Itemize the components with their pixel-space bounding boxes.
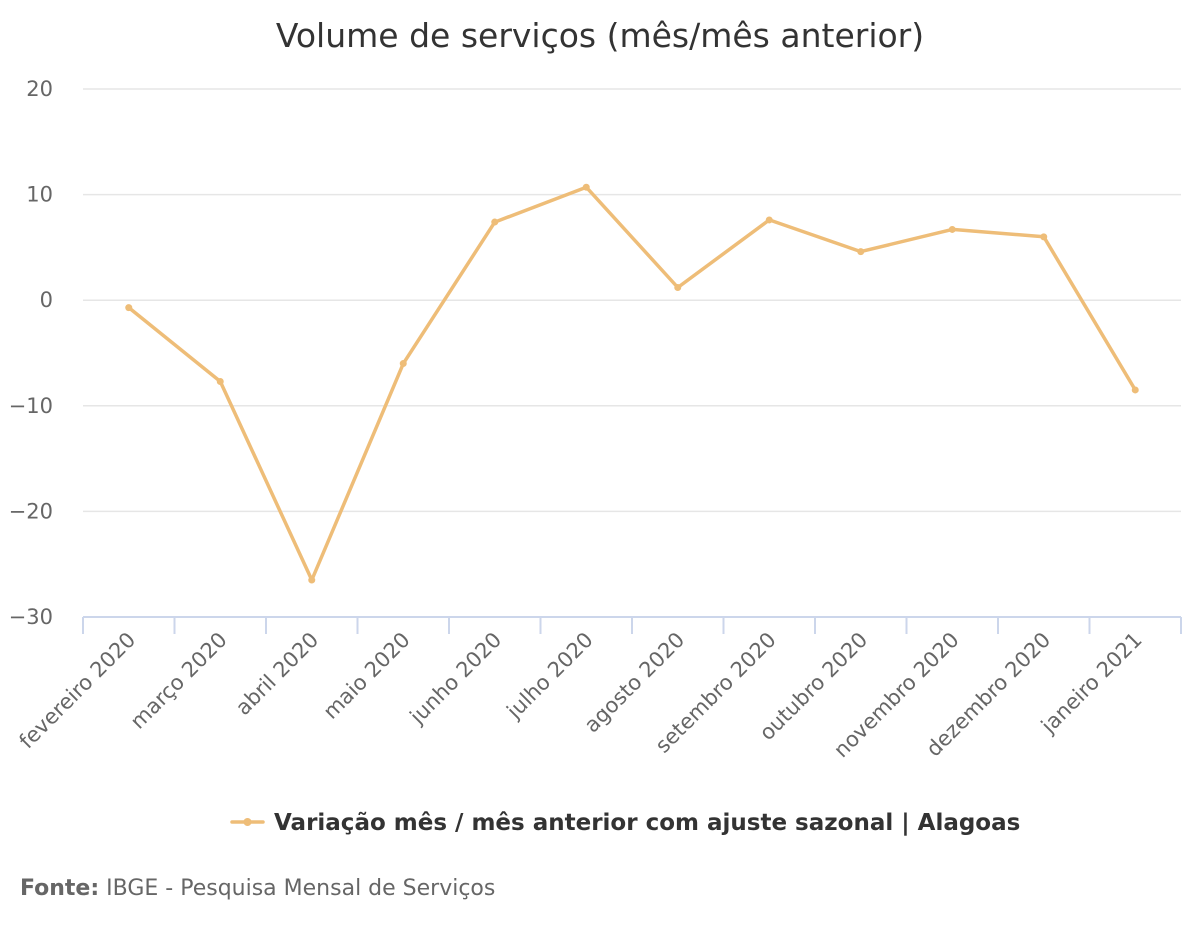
data-point — [582, 183, 590, 191]
data-point — [308, 576, 316, 584]
data-point — [765, 216, 773, 224]
y-tick-label: 10 — [26, 183, 53, 207]
y-axis-ticks: 20 10 0 −10 −20 −30 — [9, 77, 53, 629]
y-tick-label: −30 — [9, 605, 53, 629]
grid-lines — [83, 88, 1181, 513]
source-footer: Fonte: IBGE - Pesquisa Mensal de Serviço… — [20, 876, 495, 901]
data-point — [125, 304, 133, 312]
legend[interactable]: Variação mês / mês anterior com ajuste s… — [230, 810, 1020, 836]
data-point — [1040, 233, 1048, 241]
y-tick-label: −20 — [9, 499, 53, 523]
source-label: Fonte: — [20, 876, 100, 901]
series-line — [127, 185, 1138, 582]
legend-marker — [243, 818, 252, 826]
x-tick-label: julho 2020 — [501, 628, 597, 724]
legend-label: Variação mês / mês anterior com ajuste s… — [274, 810, 1020, 836]
x-tick-label: março 2020 — [126, 628, 232, 734]
series-layer — [125, 183, 1139, 584]
data-point — [674, 284, 682, 292]
data-point — [857, 248, 865, 256]
x-tick-label: junho 2020 — [405, 628, 507, 730]
chart-title: Volume de serviços (mês/mês anterior) — [276, 16, 924, 55]
x-tick-label: maio 2020 — [319, 628, 415, 724]
x-tick-label: fevereiro 2020 — [15, 628, 141, 754]
data-point — [399, 360, 407, 368]
y-tick-label: 0 — [40, 288, 53, 312]
data-point — [491, 218, 499, 226]
source-text: IBGE - Pesquisa Mensal de Serviços — [106, 876, 496, 901]
y-tick-label: −10 — [9, 394, 53, 418]
y-tick-label: 20 — [26, 77, 53, 101]
data-point — [1131, 386, 1139, 394]
data-point — [216, 378, 224, 386]
data-point — [948, 225, 956, 233]
x-tick-label: abril 2020 — [231, 628, 323, 720]
